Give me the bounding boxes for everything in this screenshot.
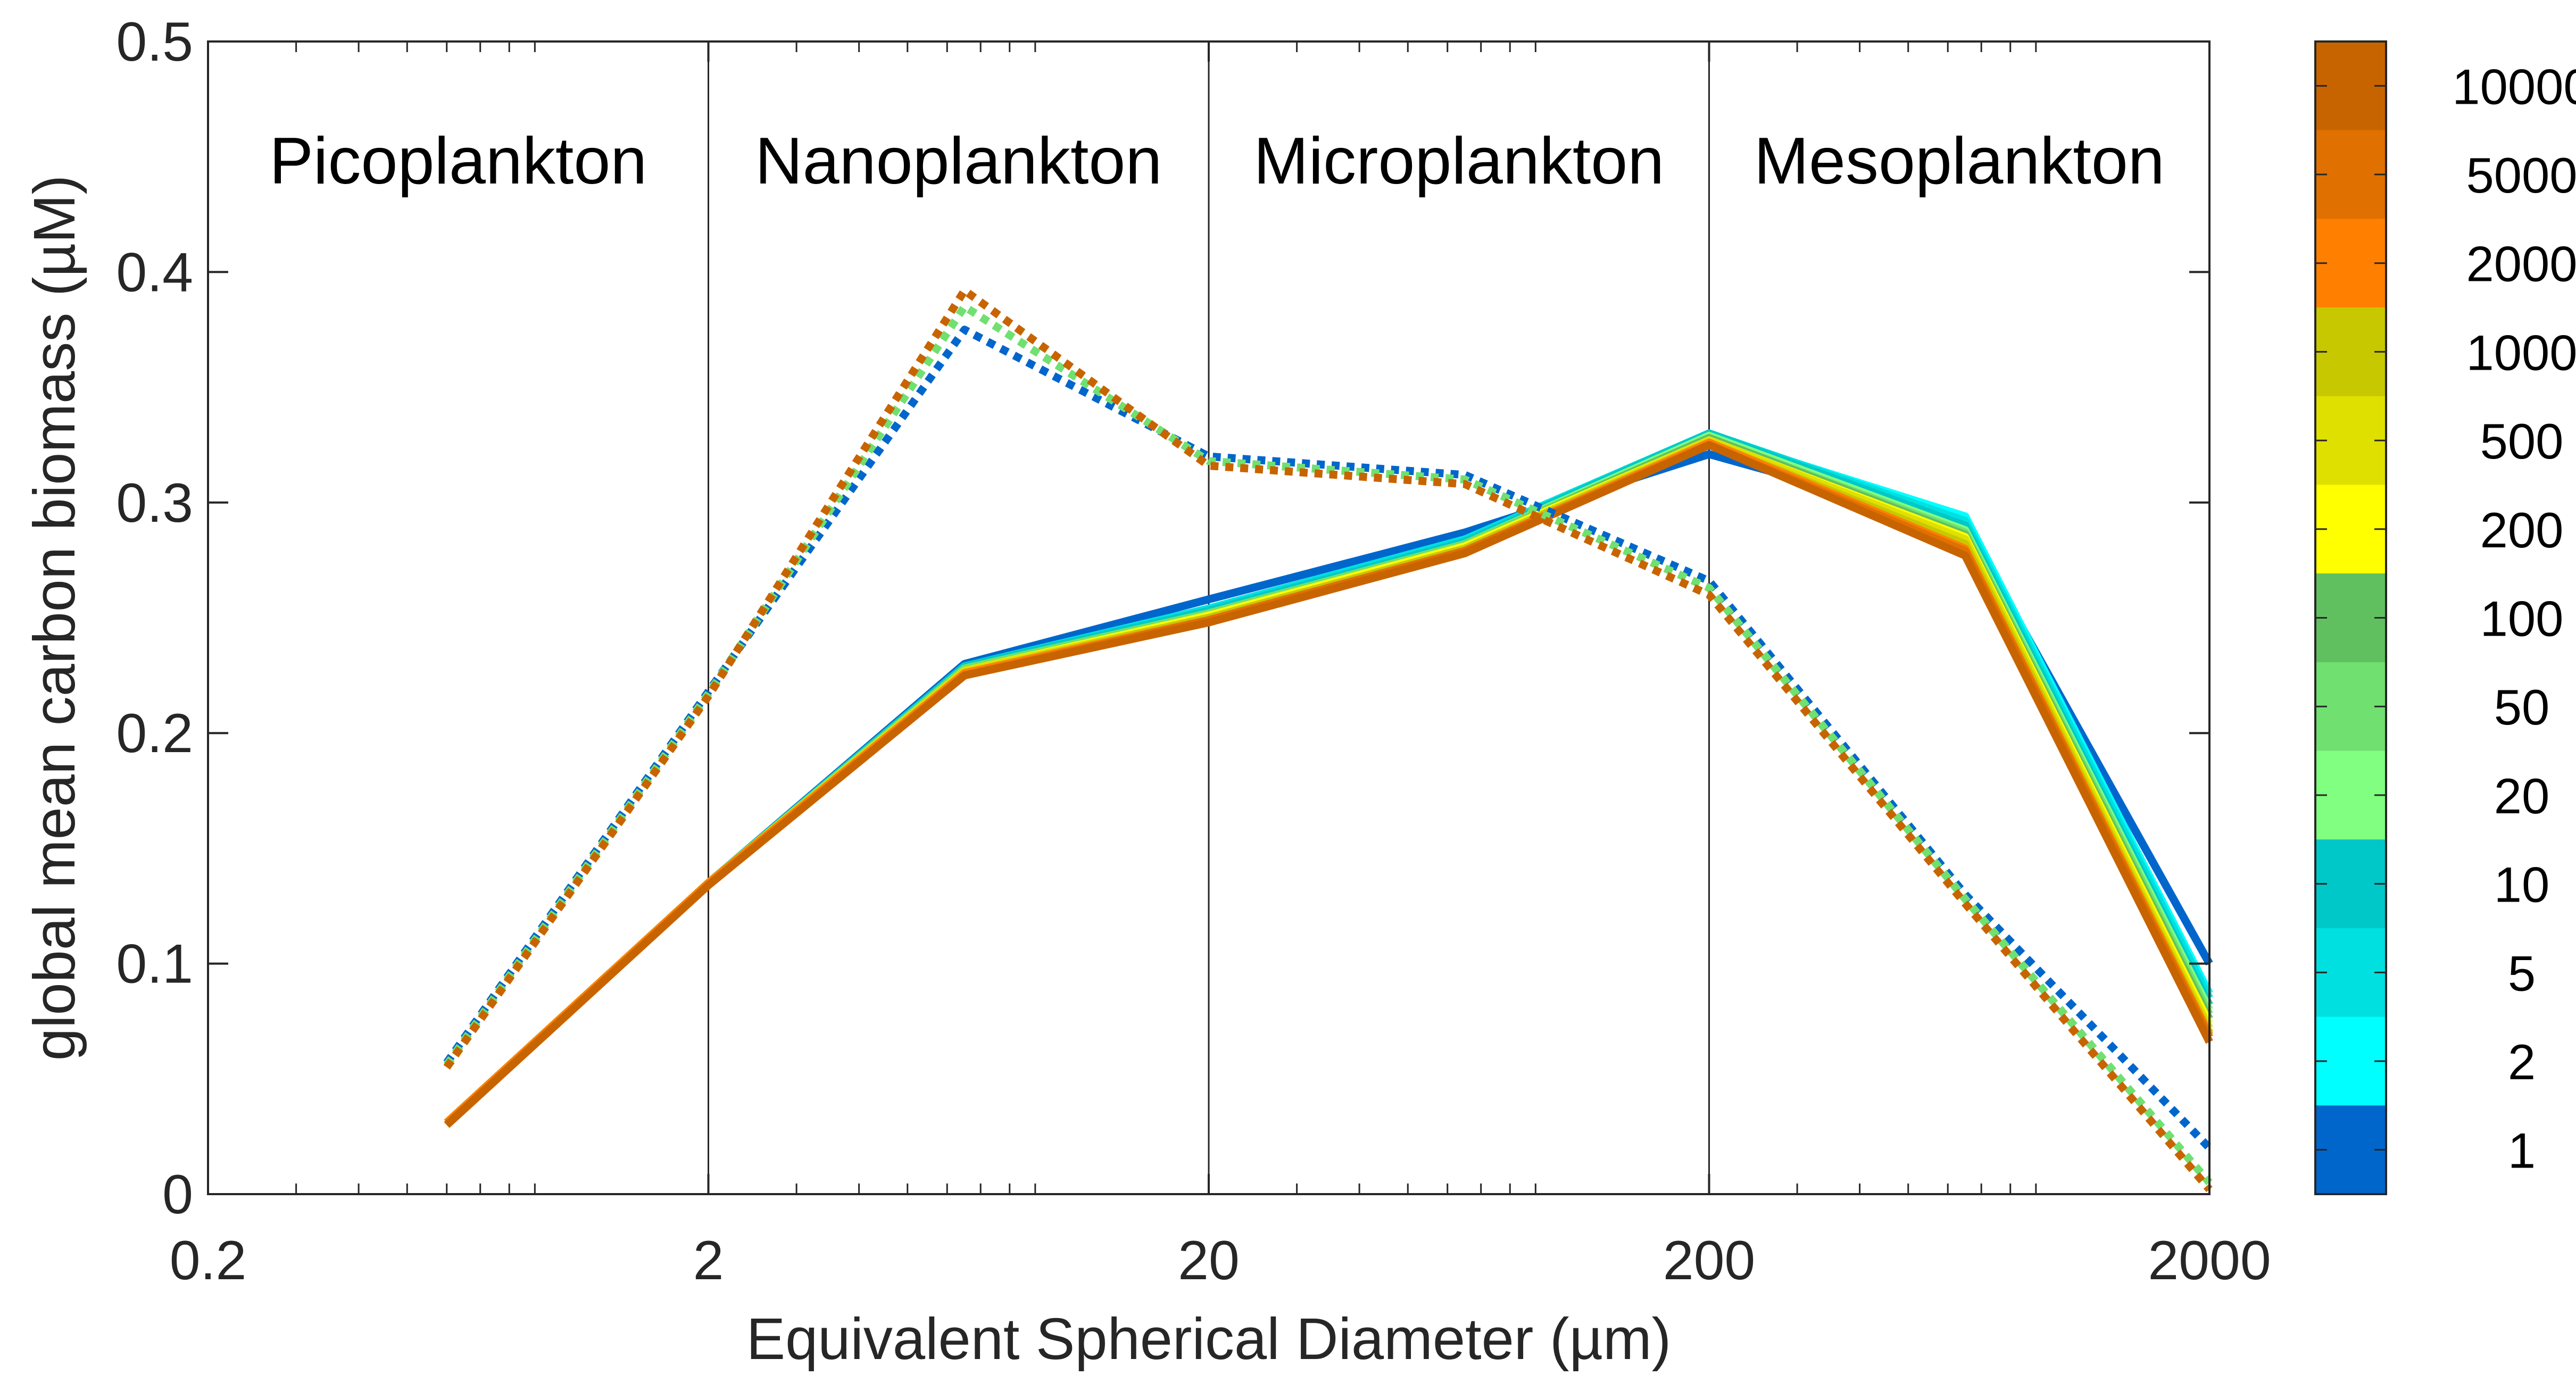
colorbar-label: 50	[2494, 679, 2550, 735]
colorbar-label: 5	[2508, 945, 2536, 1001]
region-label: Picoplankton	[269, 124, 647, 198]
y-tick-label: 0.1	[116, 933, 193, 995]
colorbar-label: 10000	[2452, 59, 2576, 114]
colorbar-label: 1	[2508, 1123, 2536, 1179]
colorbar-segment-3	[2315, 307, 2386, 397]
colorbar-label: 10	[2494, 857, 2550, 913]
series-line-15	[443, 286, 2213, 1193]
region-labels: Picoplankton Nanoplankton Microplankton Mes…	[269, 124, 2165, 198]
axes: 0 0.1 0.2 0.3 0.4 0.5 0.2 2 20 200 2000	[116, 11, 2271, 1291]
region-label: Mesoplankton	[1754, 124, 2165, 198]
y-axis-title: global mean carbon biomass (µM)	[22, 175, 87, 1061]
colorbar-segment-11	[2315, 1016, 2386, 1106]
colorbar-segment-7	[2315, 662, 2386, 752]
colorbar-segment-10	[2315, 928, 2386, 1018]
colorbar-segment-8	[2315, 751, 2386, 840]
colorbar-label: 20	[2494, 768, 2550, 824]
colorbar-label: 100	[2480, 591, 2564, 647]
colorbar-segment-5	[2315, 485, 2386, 574]
x-tick-label: 0.2	[170, 1230, 247, 1291]
series-lines	[443, 286, 2213, 1193]
colorbar-segment-9	[2315, 839, 2386, 929]
colorbar-label: 2	[2508, 1034, 2536, 1090]
x-tick-label: 2	[693, 1230, 724, 1291]
y-tick-label: 0	[162, 1164, 193, 1226]
colorbar: 10000 5000 2000 1000 500 200 100 50 20 10 5 2 1	[2314, 40, 2576, 1195]
x-tick-label: 20	[1178, 1230, 1240, 1291]
colorbar-segment-6	[2315, 573, 2386, 663]
y-tick-label: 0.5	[116, 11, 193, 73]
colorbar-label: 5000	[2466, 147, 2576, 203]
colorbar-segment-4	[2315, 396, 2386, 485]
y-tick-label: 0.3	[116, 472, 193, 534]
x-tick-label: 2000	[2148, 1230, 2271, 1291]
region-label: Microplankton	[1253, 124, 1664, 198]
colorbar-label: 500	[2480, 413, 2564, 469]
x-axis-title: Equivalent Spherical Diameter (µm)	[746, 1306, 1671, 1372]
y-tick-label: 0.4	[116, 241, 193, 303]
colorbar-segment-2	[2315, 219, 2386, 308]
region-label: Nanoplankton	[755, 124, 1162, 198]
colorbar-label: 2000	[2466, 236, 2576, 292]
y-tick-label: 0.2	[116, 703, 193, 764]
colorbar-segment-0	[2315, 41, 2386, 131]
colorbar-segment-1	[2315, 130, 2386, 219]
colorbar-label: 1000	[2466, 324, 2576, 380]
series-line-12	[444, 441, 2213, 1128]
colorbar-label: 200	[2480, 502, 2564, 558]
colorbar-segment-12	[2315, 1105, 2386, 1195]
x-tick-label: 200	[1663, 1230, 1756, 1291]
